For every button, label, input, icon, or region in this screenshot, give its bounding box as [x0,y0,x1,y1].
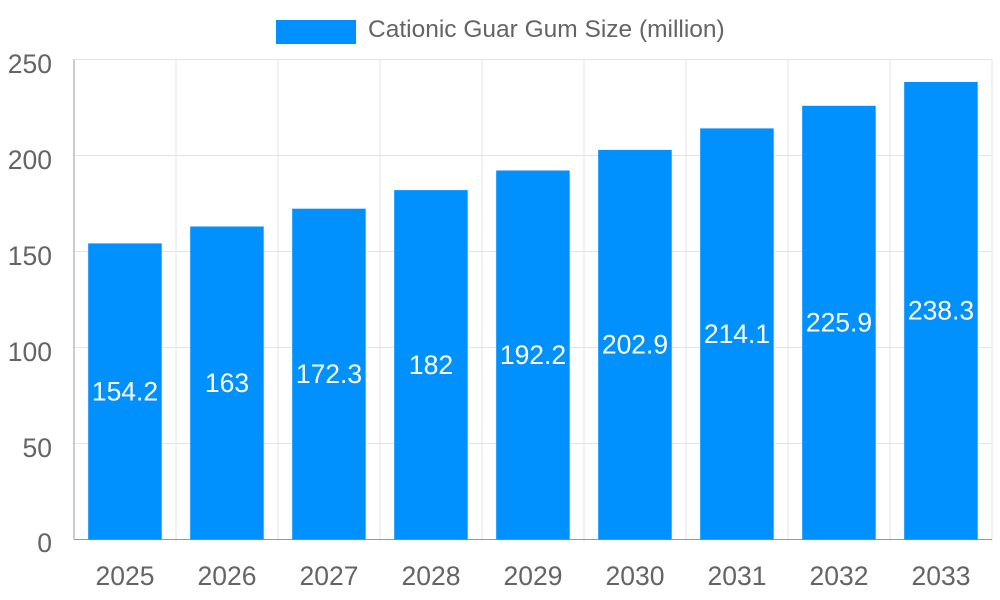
svg-text:2027: 2027 [300,561,359,591]
svg-text:50: 50 [23,433,52,463]
svg-text:172.3: 172.3 [296,359,362,389]
svg-text:192.2: 192.2 [500,340,566,370]
svg-text:154.2: 154.2 [92,377,158,407]
svg-text:2029: 2029 [504,561,563,591]
svg-text:2031: 2031 [708,561,767,591]
svg-text:2025: 2025 [96,561,155,591]
svg-text:238.3: 238.3 [908,296,974,326]
svg-text:100: 100 [8,337,52,367]
svg-text:2032: 2032 [810,561,869,591]
svg-text:163: 163 [205,368,249,398]
svg-text:150: 150 [8,241,52,271]
svg-text:202.9: 202.9 [602,330,668,360]
svg-text:2030: 2030 [606,561,665,591]
svg-text:250: 250 [8,49,52,79]
svg-text:200: 200 [8,145,52,175]
svg-text:2033: 2033 [912,561,971,591]
svg-text:0: 0 [37,528,52,558]
svg-text:225.9: 225.9 [806,308,872,338]
svg-text:2026: 2026 [198,561,257,591]
svg-text:2028: 2028 [402,561,461,591]
svg-text:Cationic Guar Gum Size (millio: Cationic Guar Gum Size (million) [368,16,725,43]
svg-text:182: 182 [409,350,453,380]
svg-text:214.1: 214.1 [704,319,770,349]
